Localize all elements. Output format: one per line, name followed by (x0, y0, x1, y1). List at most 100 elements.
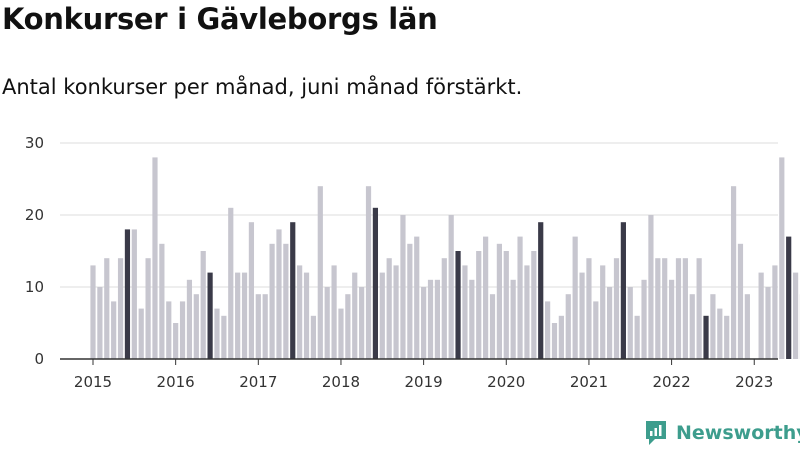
y-tick-label: 0 (34, 350, 44, 368)
bar (634, 315, 640, 359)
bar (455, 251, 461, 359)
bar (317, 186, 323, 359)
x-tick-label: 2021 (570, 373, 608, 391)
brand-name: Newsworthy (676, 422, 800, 444)
chart-title: Konkurser i Gävleborgs län (2, 2, 438, 36)
bar (579, 272, 585, 359)
bar (276, 229, 282, 359)
bar (152, 157, 158, 359)
bar (682, 258, 688, 359)
bar (372, 207, 379, 359)
newsworthy-logo-icon (646, 421, 666, 445)
bar (200, 251, 206, 359)
x-tick-label: 2020 (487, 373, 525, 391)
bar (283, 243, 289, 359)
bar (558, 315, 564, 359)
bar (469, 279, 475, 359)
x-tick-label: 2018 (322, 373, 360, 391)
y-tick-label: 10 (25, 278, 44, 296)
bar (737, 243, 744, 359)
bar (173, 323, 179, 359)
bar (792, 272, 799, 359)
bar (572, 236, 578, 359)
bar (710, 294, 716, 359)
bar (717, 308, 723, 359)
bar (779, 157, 785, 359)
bar (786, 236, 792, 359)
bar (111, 301, 117, 359)
bar (744, 294, 750, 359)
bar (297, 265, 303, 359)
bar (365, 186, 372, 359)
bar (662, 258, 668, 359)
bar (117, 258, 124, 359)
bar (338, 308, 344, 359)
bar (551, 323, 558, 359)
bar (262, 294, 268, 359)
bar (97, 287, 103, 359)
bar (538, 222, 544, 359)
bar (359, 287, 365, 359)
bar (248, 222, 255, 359)
bar (668, 279, 675, 359)
bar (758, 272, 764, 359)
bar (545, 301, 551, 359)
bar (462, 265, 468, 359)
bar (524, 265, 530, 359)
bar (517, 236, 523, 359)
bar (593, 301, 599, 359)
bar (345, 294, 351, 359)
bar (427, 279, 434, 359)
y-tick-label: 30 (25, 134, 44, 152)
bar (441, 258, 447, 359)
bar (565, 294, 571, 359)
chart-subtitle: Antal konkurser per månad, juni månad fö… (2, 75, 523, 99)
x-tick-label: 2022 (652, 373, 690, 391)
bar (124, 229, 131, 359)
bar (503, 251, 509, 359)
x-tick-label: 2019 (405, 373, 443, 391)
bar (607, 287, 613, 359)
bar (772, 265, 778, 359)
bar (689, 294, 695, 359)
bar (255, 294, 261, 359)
bar (724, 315, 730, 359)
bar (324, 287, 330, 359)
bar (193, 294, 199, 359)
bar (627, 287, 633, 359)
bar (675, 258, 682, 359)
bar (489, 294, 496, 359)
bar (483, 236, 489, 359)
bar (531, 251, 537, 359)
bar (414, 236, 420, 359)
bar (641, 279, 647, 359)
bar (90, 265, 96, 359)
bar (221, 315, 227, 359)
bar (703, 315, 709, 359)
x-tick-label: 2023 (735, 373, 773, 391)
bar (600, 265, 606, 359)
bar (730, 186, 737, 359)
bar (407, 243, 413, 359)
bar (179, 301, 186, 359)
brand-logo: Newsworthy (644, 420, 800, 446)
bar (145, 258, 151, 359)
bar (496, 243, 502, 359)
bar (310, 315, 317, 359)
bar (131, 229, 137, 359)
bar (379, 272, 385, 359)
x-tick-label: 2017 (239, 373, 277, 391)
bar (765, 287, 771, 359)
bar (400, 215, 406, 359)
bar (421, 287, 427, 359)
bar (434, 279, 440, 359)
bar (613, 258, 620, 359)
bar (207, 272, 213, 359)
bar (186, 279, 193, 359)
bar (696, 258, 702, 359)
bar (241, 272, 248, 359)
bar (620, 222, 626, 359)
bar (393, 265, 399, 359)
bar (331, 265, 337, 359)
